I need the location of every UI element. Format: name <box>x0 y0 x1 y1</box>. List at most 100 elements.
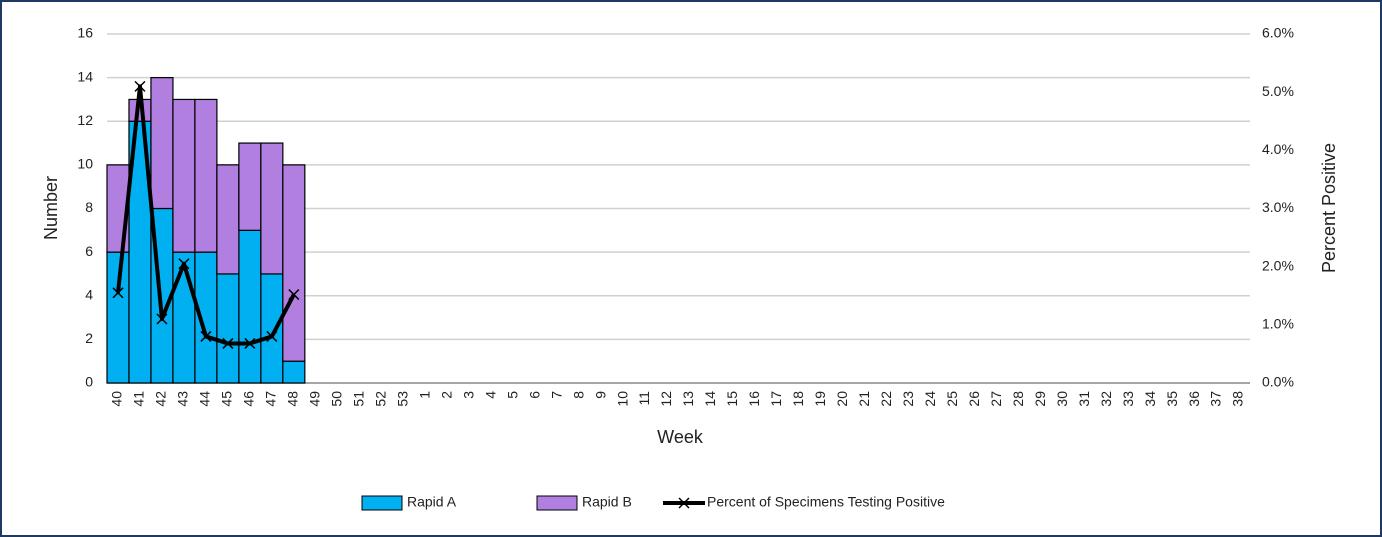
y-axis-label: Number <box>41 176 61 240</box>
x-tick-label: 38 <box>1230 391 1246 407</box>
x-tick-label: 21 <box>856 391 872 407</box>
y-tick-label: 6 <box>85 243 93 259</box>
x-tick-label: 9 <box>592 391 608 399</box>
y2-tick-label: 0.0% <box>1262 374 1294 390</box>
x-tick-label: 19 <box>812 391 828 407</box>
y2-tick-label: 5.0% <box>1262 83 1294 99</box>
y2-tick-label: 1.0% <box>1262 316 1294 332</box>
x-tick-label: 51 <box>350 391 366 407</box>
y2-tick-label: 3.0% <box>1262 199 1294 215</box>
bar <box>260 142 284 275</box>
x-tick-label: 28 <box>1010 391 1026 407</box>
bar <box>282 164 306 362</box>
y2-tick-label: 6.0% <box>1262 25 1294 41</box>
bar <box>260 273 284 384</box>
x-tick-label: 46 <box>241 391 257 407</box>
line-marker <box>134 80 146 92</box>
line-marker <box>266 330 278 342</box>
y-tick-label: 0 <box>85 374 93 390</box>
x-tick-label: 29 <box>1032 391 1048 407</box>
x-tick-label: 22 <box>878 391 894 407</box>
x-tick-label: 4 <box>482 391 498 399</box>
x-tick-label: 20 <box>834 391 850 407</box>
bar <box>282 360 306 384</box>
x-tick-label: 36 <box>1186 391 1202 407</box>
legend-label: Rapid A <box>407 494 457 510</box>
bar <box>150 77 174 210</box>
legend-swatch <box>361 495 403 511</box>
x-tick-label: 17 <box>768 391 784 407</box>
x-tick-label: 50 <box>329 391 345 407</box>
x-tick-label: 18 <box>790 391 806 407</box>
x-tick-label: 33 <box>1120 391 1136 407</box>
bar <box>238 229 262 384</box>
x-tick-label: 14 <box>702 391 718 407</box>
x-tick-label: 41 <box>131 391 147 407</box>
x-tick-label: 35 <box>1164 391 1180 407</box>
x-tick-label: 13 <box>680 391 696 407</box>
x-tick-label: 8 <box>570 391 586 399</box>
y-tick-label: 14 <box>77 68 93 84</box>
legend-swatch <box>536 495 578 511</box>
line-marker <box>288 289 300 301</box>
x-tick-label: 7 <box>548 391 564 399</box>
line-marker <box>244 337 256 349</box>
bar <box>216 164 240 275</box>
x-tick-label: 11 <box>636 391 652 406</box>
x-tick-label: 34 <box>1142 391 1158 407</box>
x-tick-label: 32 <box>1098 391 1114 407</box>
legend-marker <box>678 497 690 509</box>
x-tick-label: 6 <box>526 391 542 399</box>
y2-tick-label: 2.0% <box>1262 257 1294 273</box>
x-tick-label: 23 <box>900 391 916 407</box>
x-tick-label: 45 <box>219 391 235 407</box>
x-tick-label: 42 <box>153 391 169 407</box>
y2-axis-label: Percent Positive <box>1319 143 1339 273</box>
x-tick-label: 27 <box>988 391 1004 407</box>
line-marker <box>200 330 212 342</box>
x-tick-label: 26 <box>966 391 982 407</box>
x-tick-label: 48 <box>285 391 301 407</box>
y-tick-label: 12 <box>77 112 93 128</box>
x-tick-label: 37 <box>1208 391 1224 407</box>
bar <box>106 251 130 384</box>
x-tick-label: 40 <box>109 391 125 407</box>
bar <box>216 273 240 384</box>
y-tick-label: 16 <box>77 25 93 41</box>
x-tick-label: 25 <box>944 391 960 407</box>
x-tick-label: 30 <box>1054 391 1070 407</box>
line-marker <box>222 337 234 349</box>
y-tick-label: 10 <box>77 156 93 172</box>
x-tick-label: 43 <box>175 391 191 407</box>
x-tick-label: 49 <box>307 391 323 407</box>
y-tick-label: 4 <box>85 286 93 302</box>
legend-label: Rapid B <box>582 494 632 510</box>
x-tick-label: 3 <box>460 391 476 399</box>
bar <box>238 142 262 231</box>
line-marker <box>112 287 124 299</box>
line-marker <box>178 258 190 270</box>
x-tick-label: 53 <box>394 391 410 407</box>
x-tick-label: 31 <box>1076 391 1092 407</box>
x-tick-label: 5 <box>504 391 520 399</box>
bar <box>172 251 196 384</box>
x-axis-label: Week <box>657 427 704 447</box>
x-tick-label: 44 <box>197 391 213 407</box>
x-tick-label: 10 <box>614 391 630 407</box>
x-tick-label: 2 <box>438 391 454 399</box>
y-tick-label: 2 <box>85 330 93 346</box>
legend-label: Percent of Specimens Testing Positive <box>707 494 945 510</box>
x-tick-label: 47 <box>263 391 279 407</box>
y-tick-label: 8 <box>85 199 93 215</box>
bar <box>172 98 196 253</box>
y2-tick-label: 4.0% <box>1262 141 1294 157</box>
x-tick-label: 15 <box>724 391 740 407</box>
x-tick-label: 12 <box>658 391 674 407</box>
x-tick-label: 1 <box>416 391 432 399</box>
line-marker <box>156 313 168 325</box>
x-tick-label: 52 <box>372 391 388 407</box>
x-tick-label: 16 <box>746 391 762 407</box>
bar <box>194 98 218 253</box>
